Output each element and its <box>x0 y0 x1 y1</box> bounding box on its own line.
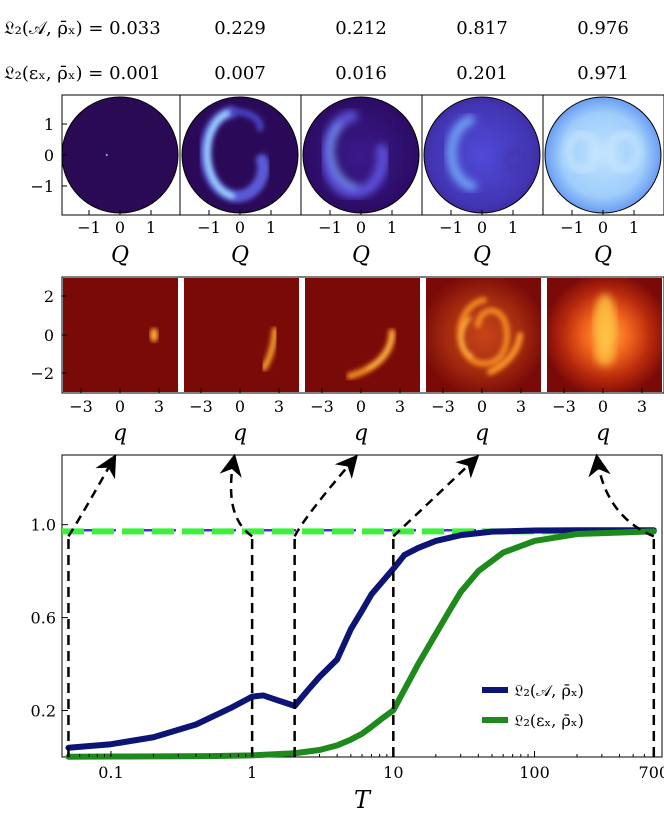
row1-value: 0.817 <box>456 18 508 39</box>
x-tick-label: −1 <box>560 218 584 237</box>
legend-label: 𝔏₂(𝒜, ρ̄ₓ) <box>514 681 584 700</box>
x-tick-label: −3 <box>69 397 93 416</box>
x-tick-label: 1 <box>146 218 156 237</box>
panel-x-label: Q <box>594 243 612 268</box>
x-tick-label: 1 <box>508 218 518 237</box>
header: 𝔏₂(𝒜, ρ̄ₓ) = 0.033 0.229 0.212 0.817 0.9… <box>4 18 629 84</box>
x-tick-label: 3 <box>154 397 164 416</box>
x-tick-label: 0 <box>356 397 366 416</box>
snapshot-arrow <box>67 454 117 537</box>
row1-value: 0.212 <box>335 18 387 39</box>
y-tick-label: 2 <box>44 287 54 306</box>
husimi-panel-5 <box>544 96 662 214</box>
wigner-panel-5 <box>547 278 662 392</box>
wigner-x-axis: −3 0 3 q −3 0 3 q −3 0 3 q −3 0 3 q −3 0 3 q <box>69 388 647 446</box>
row2-value: 0.201 <box>456 63 508 84</box>
row1-label: 𝔏₂(𝒜, ρ̄ₓ) = 0.033 <box>4 18 161 39</box>
wigner-panel-3 <box>305 278 420 392</box>
y-axis: 0.2 0.6 1.0 <box>31 516 68 721</box>
y-tick-label: 0.6 <box>31 609 56 628</box>
main-chart: 0.2 0.6 1.0 0.1 1 10 100 700 T 𝔏₂(𝒜, ρ̄ₓ) 𝔏₂(ε… <box>31 453 664 814</box>
snapshot-arrow <box>219 453 253 538</box>
snapshot-arrow <box>293 454 358 537</box>
row2-label: 𝔏₂(εₓ, ρ̄ₓ) = 0.001 <box>4 63 161 84</box>
row1-value: 0.976 <box>577 18 629 39</box>
x-tick-label: 0 <box>115 218 125 237</box>
x-tick-label: 1 <box>387 218 397 237</box>
x-tick-label: 1 <box>247 763 257 782</box>
snapshot-lines <box>67 536 656 757</box>
wigner-y-axis: 2 0 −2 <box>30 287 67 383</box>
x-tick-label: 3 <box>395 397 405 416</box>
wigner-panel-2 <box>184 278 299 392</box>
legend-label: 𝔏₂(εₓ, ρ̄ₓ) <box>514 711 584 730</box>
x-tick-label: 1 <box>629 218 639 237</box>
x-tick-label: 0 <box>115 397 125 416</box>
x-tick-label: 0 <box>598 397 608 416</box>
x-tick-label: −3 <box>431 397 455 416</box>
panel-x-label: q <box>113 421 127 446</box>
wigner-row: 2 0 −2 −3 0 3 q −3 0 3 q −3 0 3 q −3 0 3 q −3 0 3 q <box>30 276 664 446</box>
y-tick-label: 1.0 <box>31 516 56 535</box>
panel-x-label: q <box>354 421 368 446</box>
husimi-row: 1 0 −1 −1 0 1Q−1 0 1Q−1 0 1Q−1 0 1Q−1 0 1Q <box>30 94 664 268</box>
x-axis: 0.1 1 10 100 700 <box>67 751 664 782</box>
husimi-panel-3 <box>302 96 420 214</box>
husimi-y-axis: 1 0 −1 <box>30 115 67 196</box>
y-tick-label: 0.2 <box>31 702 56 721</box>
x-tick-label: 0 <box>235 218 245 237</box>
series-lines <box>65 527 657 760</box>
x-tick-label: 10 <box>383 763 403 782</box>
x-tick-label: −1 <box>439 218 463 237</box>
legend: 𝔏₂(𝒜, ρ̄ₓ) 𝔏₂(εₓ, ρ̄ₓ) <box>482 681 584 730</box>
wigner-panel-1 <box>63 278 178 392</box>
panel-x-label: q <box>596 421 610 446</box>
x-tick-label: −3 <box>310 397 334 416</box>
row2-value: 0.971 <box>577 63 629 84</box>
husimi-panel-2 <box>181 96 299 214</box>
x-tick-label: 3 <box>516 397 526 416</box>
panel-x-label: Q <box>473 243 491 268</box>
x-tick-label: 100 <box>519 763 550 782</box>
y-tick-label: −1 <box>30 177 54 196</box>
x-tick-label: −1 <box>318 218 342 237</box>
y-tick-label: 1 <box>44 115 54 134</box>
x-tick-label: 1 <box>266 218 276 237</box>
y-tick-label: 0 <box>44 146 54 165</box>
panel-x-label: q <box>233 421 247 446</box>
series-line <box>65 527 657 751</box>
row2-value: 0.007 <box>214 63 266 84</box>
x-tick-label: 0 <box>356 218 366 237</box>
x-tick-label: 3 <box>637 397 647 416</box>
x-tick-label: −1 <box>77 218 101 237</box>
series-line <box>65 528 657 760</box>
snapshot-arrow <box>588 453 655 538</box>
row2-value: 0.016 <box>335 63 387 84</box>
snapshot-arrow <box>392 454 480 538</box>
x-tick-label: −1 <box>197 218 221 237</box>
row1-value: 0.229 <box>214 18 266 39</box>
x-tick-label: 3 <box>274 397 284 416</box>
wigner-panel-4 <box>426 278 541 392</box>
snapshot-arrows <box>67 453 655 538</box>
x-tick-label: 0 <box>598 218 608 237</box>
x-tick-label: −3 <box>552 397 576 416</box>
x-tick-label: 0 <box>235 397 245 416</box>
x-tick-label: 0 <box>477 218 487 237</box>
x-axis-label: T <box>354 786 372 814</box>
panel-x-label: Q <box>231 243 249 268</box>
husimi-x-axis: −1 0 1Q−1 0 1Q−1 0 1Q−1 0 1Q−1 0 1Q <box>77 210 639 268</box>
husimi-panel-4 <box>423 96 541 214</box>
x-tick-label: 0.1 <box>98 763 123 782</box>
panel-x-label: q <box>475 421 489 446</box>
husimi-panel-1 <box>61 96 179 214</box>
x-tick-label: 0 <box>477 397 487 416</box>
panel-x-label: Q <box>111 243 129 268</box>
y-tick-label: −2 <box>30 364 54 383</box>
y-tick-label: 0 <box>44 326 54 345</box>
x-tick-label: 700 <box>639 763 664 782</box>
panel-x-label: Q <box>352 243 370 268</box>
x-tick-label: −3 <box>189 397 213 416</box>
